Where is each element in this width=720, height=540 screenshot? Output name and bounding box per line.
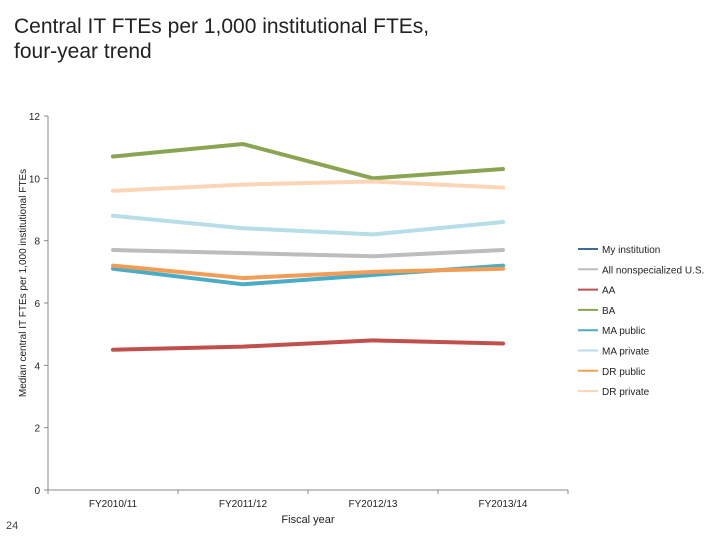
y-tick-label: 10 bbox=[29, 174, 41, 185]
y-axis-label: Median central IT FTEs per 1,000 institu… bbox=[18, 169, 29, 397]
legend-label: MA private bbox=[602, 347, 650, 358]
series-line bbox=[111, 142, 505, 181]
x-tick-label: FY2012/13 bbox=[349, 499, 398, 510]
y-tick-label: 6 bbox=[34, 299, 40, 310]
slide-title: Central IT FTEs per 1,000 institutional … bbox=[14, 14, 614, 64]
y-tick-label: 8 bbox=[34, 237, 40, 248]
series-line bbox=[111, 213, 505, 237]
y-tick-label: 12 bbox=[29, 112, 41, 123]
series-lines bbox=[111, 142, 505, 352]
legend-label: DR public bbox=[602, 367, 645, 378]
y-tick-label: 4 bbox=[34, 361, 40, 372]
series-line bbox=[111, 179, 505, 193]
legend-label: MA public bbox=[602, 326, 645, 337]
legend-label: BA bbox=[602, 306, 616, 317]
chart-axes: 0 2 4 6 8 10 12 FY2010/11 FY2011/12 FY2012/13 FY20… bbox=[29, 112, 569, 510]
legend-label: All nonspecialized U.S. bbox=[602, 265, 704, 276]
chart-legend: My institution All nonspecialized U.S. AA B… bbox=[578, 245, 704, 398]
x-tick-label: FY2013/14 bbox=[479, 499, 528, 510]
title-line-2: four-year trend bbox=[14, 40, 152, 63]
legend-label: My institution bbox=[602, 245, 660, 256]
legend-label: DR private bbox=[602, 387, 650, 398]
x-axis-label: Fiscal year bbox=[281, 514, 335, 526]
y-tick-label: 0 bbox=[34, 486, 40, 497]
series-line bbox=[111, 338, 505, 352]
series-line bbox=[111, 248, 505, 259]
title-line-1: Central IT FTEs per 1,000 institutional … bbox=[14, 15, 430, 38]
x-tick-label: FY2011/12 bbox=[219, 499, 268, 510]
legend-label: AA bbox=[602, 286, 616, 297]
series-line bbox=[111, 263, 505, 281]
x-tick-label: FY2010/11 bbox=[89, 499, 138, 510]
page-number: 24 bbox=[6, 520, 19, 532]
y-tick-label: 2 bbox=[34, 424, 40, 435]
